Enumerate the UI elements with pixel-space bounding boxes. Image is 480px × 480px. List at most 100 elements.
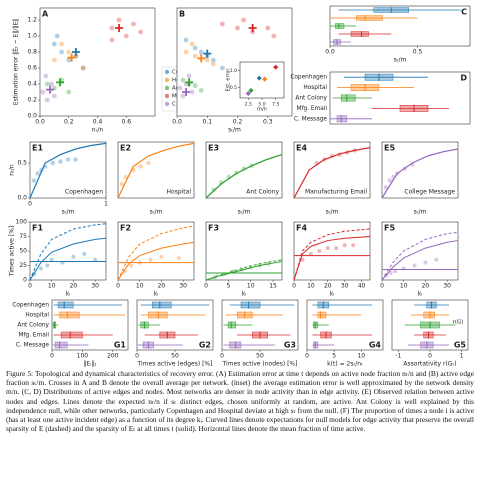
x-tick-label: 0.3 bbox=[263, 119, 273, 126]
point bbox=[183, 81, 189, 87]
point bbox=[50, 160, 55, 166]
point bbox=[192, 45, 198, 51]
x-tick-label: 200 bbox=[107, 353, 119, 360]
point bbox=[109, 37, 115, 43]
x-axis-label: sₜ/m bbox=[326, 209, 339, 216]
box bbox=[350, 31, 369, 37]
point bbox=[235, 25, 240, 31]
x-tick-label: 5 bbox=[332, 353, 336, 360]
x-tick-label: 0 bbox=[220, 353, 224, 360]
point bbox=[183, 37, 189, 43]
y-tick-label: 1.2 bbox=[27, 17, 37, 24]
point bbox=[334, 246, 339, 251]
panel-label: E4 bbox=[296, 144, 307, 153]
plot-frame bbox=[39, 7, 156, 117]
panel-label: C bbox=[461, 8, 467, 17]
legend-swatch bbox=[164, 101, 170, 107]
y-tick-label: 0.8 bbox=[27, 49, 37, 56]
point bbox=[119, 181, 125, 187]
point bbox=[351, 243, 356, 248]
figure: 0.0 0.2 0.4 0.6 0.0 0.2 0.4 0.6 0.8 1.0 1.2 Anₜ/n Es… bbox=[9, 5, 471, 368]
time-sparsity-curve bbox=[293, 236, 371, 281]
point bbox=[192, 83, 198, 88]
annotation: r(G) bbox=[453, 320, 464, 326]
y-tick-label: 0.0 bbox=[17, 195, 27, 202]
point bbox=[129, 263, 134, 268]
panel-label: F2 bbox=[120, 224, 131, 233]
point bbox=[219, 65, 225, 71]
point bbox=[300, 257, 305, 262]
x-tick-label: 5 bbox=[226, 283, 230, 290]
x-tick-label: 30 bbox=[341, 283, 349, 290]
point bbox=[123, 174, 128, 180]
point bbox=[65, 157, 71, 162]
point bbox=[49, 81, 54, 87]
point bbox=[43, 73, 49, 79]
x-tick-label: 15 bbox=[269, 283, 277, 290]
mean-cross bbox=[203, 49, 212, 58]
mean-cross bbox=[71, 48, 80, 56]
x-tick-label: 20 bbox=[422, 283, 430, 290]
box bbox=[57, 301, 74, 309]
point bbox=[58, 159, 63, 164]
plot-frame bbox=[293, 221, 371, 281]
x-axis-label: kᵢ bbox=[242, 291, 247, 298]
mean-cross bbox=[185, 78, 194, 87]
mean-cross bbox=[46, 85, 55, 94]
y-axis-label: Est. error bbox=[226, 68, 232, 92]
point bbox=[189, 41, 195, 47]
plot-frame bbox=[293, 141, 371, 199]
y-tick-label: 0.0 bbox=[27, 113, 37, 120]
x-tick-label: 20 bbox=[70, 283, 78, 290]
point bbox=[210, 57, 216, 63]
panel-label: E1 bbox=[32, 144, 43, 153]
legend-swatch bbox=[164, 77, 170, 83]
x-tick-label: 10 bbox=[357, 353, 365, 360]
x-axis-label: sₜ/m bbox=[150, 209, 163, 216]
x-tick-label: 50 bbox=[171, 353, 179, 360]
x-tick-label: 0.0 bbox=[325, 49, 335, 56]
panel-label: G2 bbox=[199, 341, 211, 350]
x-tick-label: 20 bbox=[324, 283, 332, 290]
point bbox=[59, 41, 64, 47]
point bbox=[40, 89, 46, 95]
x-axis-label: ‖Eᵢ‖₁ bbox=[83, 361, 97, 368]
panel-title: Ant Colony bbox=[246, 189, 279, 196]
y-tick-label: 0.6 bbox=[27, 65, 37, 72]
box bbox=[227, 321, 236, 329]
box bbox=[313, 321, 319, 329]
null-curve bbox=[29, 142, 107, 199]
point bbox=[44, 81, 50, 87]
sparsity-curve bbox=[381, 231, 459, 281]
box bbox=[240, 301, 261, 309]
point bbox=[204, 57, 210, 63]
panel-label: F4 bbox=[296, 224, 307, 233]
point bbox=[325, 246, 330, 251]
y-tick-label: 1.0 bbox=[27, 33, 37, 40]
category-label: Hospital bbox=[303, 85, 327, 91]
point bbox=[265, 25, 271, 31]
x-tick-label: 0 bbox=[50, 353, 54, 360]
x-tick-label: 0 bbox=[28, 201, 32, 208]
x-axis-label: kᵢ bbox=[418, 291, 423, 298]
point bbox=[219, 21, 225, 27]
point bbox=[123, 33, 129, 39]
point bbox=[116, 17, 122, 23]
x-axis-label: sₜ/m bbox=[238, 209, 251, 216]
point bbox=[180, 93, 186, 99]
time-sparsity-curve bbox=[117, 241, 195, 281]
x-tick-label: 0.6 bbox=[121, 119, 131, 126]
point bbox=[383, 185, 388, 190]
point bbox=[177, 85, 183, 91]
x-tick-label: 100 bbox=[77, 353, 89, 360]
mean-cross bbox=[56, 78, 65, 87]
point bbox=[80, 65, 86, 71]
category-label: Mfg. Email bbox=[297, 106, 328, 112]
point bbox=[51, 93, 57, 99]
time-sparsity-curve bbox=[205, 260, 283, 281]
category-label: Hospital bbox=[25, 313, 49, 319]
box bbox=[340, 94, 356, 102]
null-curve bbox=[293, 147, 371, 199]
point bbox=[73, 157, 78, 162]
